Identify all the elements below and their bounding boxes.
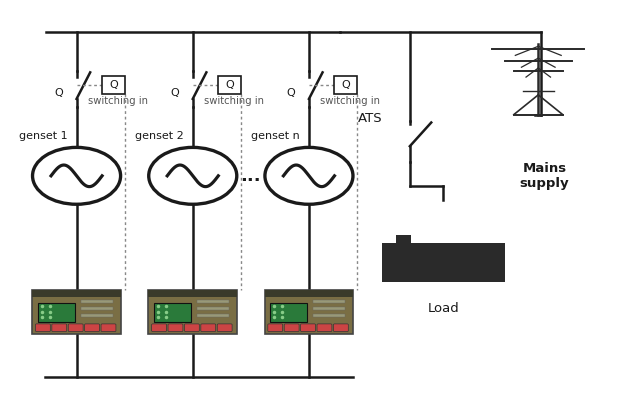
FancyBboxPatch shape — [301, 324, 316, 332]
Text: Mains
supply: Mains supply — [520, 162, 569, 190]
Bar — [32, 290, 121, 297]
Bar — [265, 290, 353, 297]
Text: switching in: switching in — [204, 96, 264, 106]
Bar — [197, 307, 229, 310]
Bar — [313, 307, 345, 310]
Bar — [427, 245, 442, 278]
Text: switching in: switching in — [320, 96, 380, 106]
Bar — [464, 251, 479, 278]
Bar — [334, 76, 358, 94]
Text: ...: ... — [240, 167, 261, 185]
Text: Load: Load — [427, 302, 459, 315]
FancyBboxPatch shape — [52, 324, 67, 332]
FancyBboxPatch shape — [265, 290, 353, 334]
Bar — [37, 303, 75, 322]
Text: genset n: genset n — [251, 131, 300, 141]
Bar — [81, 307, 113, 310]
Bar — [197, 300, 229, 303]
FancyBboxPatch shape — [185, 324, 199, 332]
FancyBboxPatch shape — [168, 324, 183, 332]
Bar — [81, 314, 113, 317]
Text: ATS: ATS — [358, 112, 383, 125]
Text: Q: Q — [109, 80, 118, 90]
Bar — [102, 76, 125, 94]
FancyBboxPatch shape — [101, 324, 116, 332]
Text: Q: Q — [287, 88, 296, 98]
Bar — [313, 300, 345, 303]
Bar — [313, 314, 345, 317]
Text: switching in: switching in — [87, 96, 147, 106]
Text: Q: Q — [225, 80, 234, 90]
Text: Q: Q — [170, 88, 179, 98]
FancyBboxPatch shape — [152, 324, 167, 332]
Text: genset 1: genset 1 — [19, 131, 67, 141]
Text: Q: Q — [341, 80, 350, 90]
FancyBboxPatch shape — [36, 324, 51, 332]
Text: genset 2: genset 2 — [135, 131, 183, 141]
Bar — [197, 314, 229, 317]
FancyBboxPatch shape — [32, 290, 121, 334]
FancyBboxPatch shape — [284, 324, 299, 332]
FancyBboxPatch shape — [317, 324, 332, 332]
Bar — [218, 76, 241, 94]
FancyBboxPatch shape — [85, 324, 99, 332]
FancyBboxPatch shape — [201, 324, 216, 332]
FancyBboxPatch shape — [149, 290, 237, 334]
FancyBboxPatch shape — [268, 324, 283, 332]
Bar — [81, 300, 113, 303]
Bar — [149, 290, 237, 297]
FancyBboxPatch shape — [217, 324, 232, 332]
Bar — [154, 303, 191, 322]
Polygon shape — [383, 243, 505, 283]
Bar — [396, 235, 411, 278]
Text: Q: Q — [54, 88, 63, 98]
FancyBboxPatch shape — [68, 324, 83, 332]
Bar — [270, 303, 307, 322]
FancyBboxPatch shape — [333, 324, 348, 332]
